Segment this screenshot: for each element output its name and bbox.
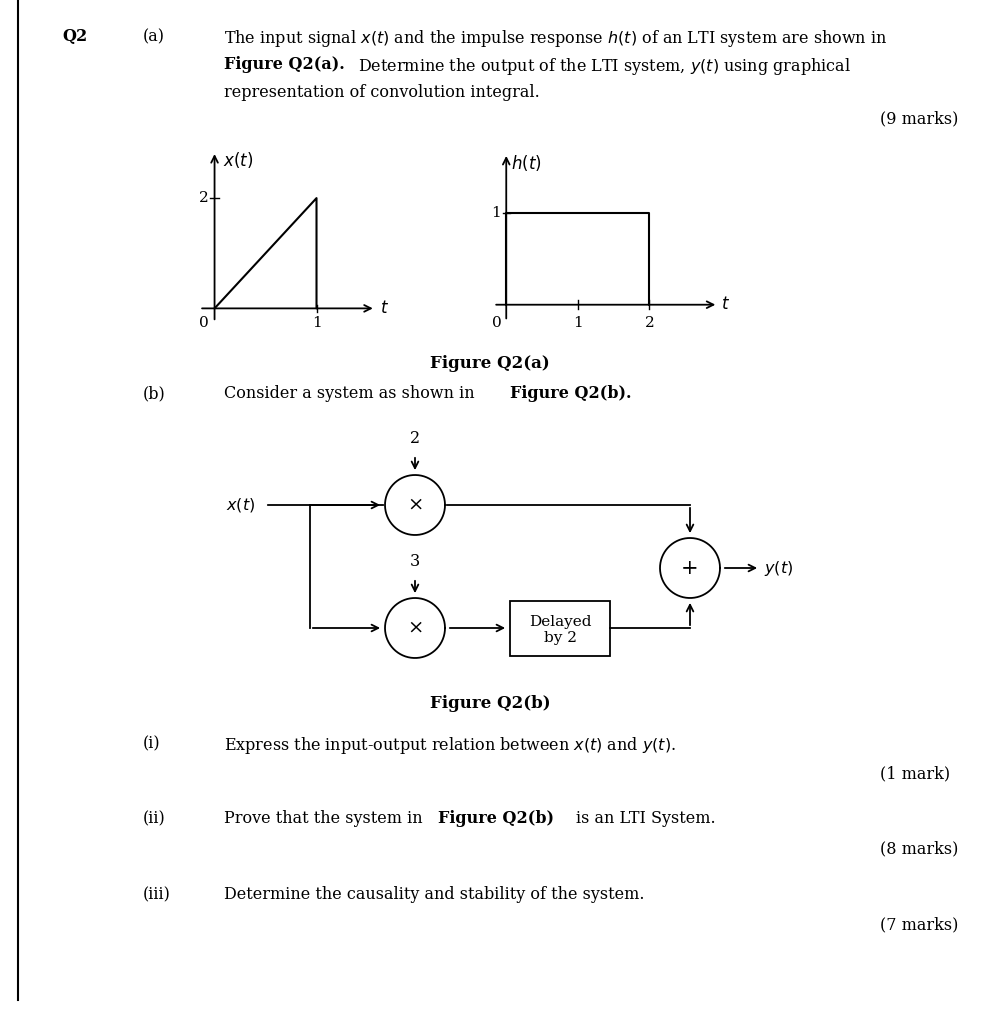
Text: 2: 2 — [199, 191, 208, 205]
Text: representation of convolution integral.: representation of convolution integral. — [224, 84, 540, 101]
Text: Figure Q2(a): Figure Q2(a) — [430, 355, 550, 372]
Text: 1: 1 — [573, 315, 583, 330]
Text: (i): (i) — [143, 735, 161, 752]
Text: 2: 2 — [645, 315, 654, 330]
Text: (7 marks): (7 marks) — [880, 916, 958, 933]
Text: ×: × — [407, 496, 423, 514]
Text: by 2: by 2 — [543, 631, 577, 645]
Text: +: + — [681, 558, 698, 578]
Text: 1: 1 — [490, 206, 500, 220]
Text: 0: 0 — [199, 316, 208, 330]
Text: Figure Q2(b).: Figure Q2(b). — [510, 385, 632, 402]
FancyBboxPatch shape — [510, 600, 610, 655]
Text: Figure Q2(b): Figure Q2(b) — [430, 695, 550, 712]
Text: (9 marks): (9 marks) — [880, 110, 958, 127]
Text: (iii): (iii) — [143, 886, 171, 903]
Text: $x(t)$: $x(t)$ — [223, 150, 253, 170]
Text: $t$: $t$ — [380, 300, 388, 316]
Text: Determine the causality and stability of the system.: Determine the causality and stability of… — [224, 886, 645, 903]
Text: Delayed: Delayed — [529, 615, 592, 629]
Text: $t$: $t$ — [721, 296, 730, 313]
Text: (a): (a) — [143, 28, 165, 45]
Text: Express the input-output relation between $x(t)$ and $y(t)$.: Express the input-output relation betwee… — [224, 735, 676, 756]
Text: ×: × — [407, 618, 423, 637]
Text: (b): (b) — [143, 385, 166, 402]
Text: $y(t)$: $y(t)$ — [764, 558, 794, 578]
Text: Consider a system as shown in: Consider a system as shown in — [224, 385, 480, 402]
Text: $h(t)$: $h(t)$ — [510, 153, 542, 173]
Text: 1: 1 — [312, 316, 322, 330]
Text: (1 mark): (1 mark) — [880, 765, 951, 782]
Text: 2: 2 — [410, 430, 420, 447]
Text: 0: 0 — [492, 315, 502, 330]
Text: $x(t)$: $x(t)$ — [226, 496, 255, 514]
Text: Q2: Q2 — [62, 28, 87, 45]
Text: 3: 3 — [410, 553, 420, 570]
Text: Figure Q2(a).: Figure Q2(a). — [224, 56, 344, 73]
Text: The input signal $x(t)$ and the impulse response $h(t)$ of an LTI system are sho: The input signal $x(t)$ and the impulse … — [224, 28, 887, 49]
Text: (8 marks): (8 marks) — [880, 840, 958, 857]
Text: (ii): (ii) — [143, 810, 166, 827]
Text: Determine the output of the LTI system, $y(t)$ using graphical: Determine the output of the LTI system, … — [358, 56, 851, 77]
Text: Prove that the system in: Prove that the system in — [224, 810, 428, 827]
Text: is an LTI System.: is an LTI System. — [576, 810, 715, 827]
Text: Figure Q2(b): Figure Q2(b) — [438, 810, 554, 827]
